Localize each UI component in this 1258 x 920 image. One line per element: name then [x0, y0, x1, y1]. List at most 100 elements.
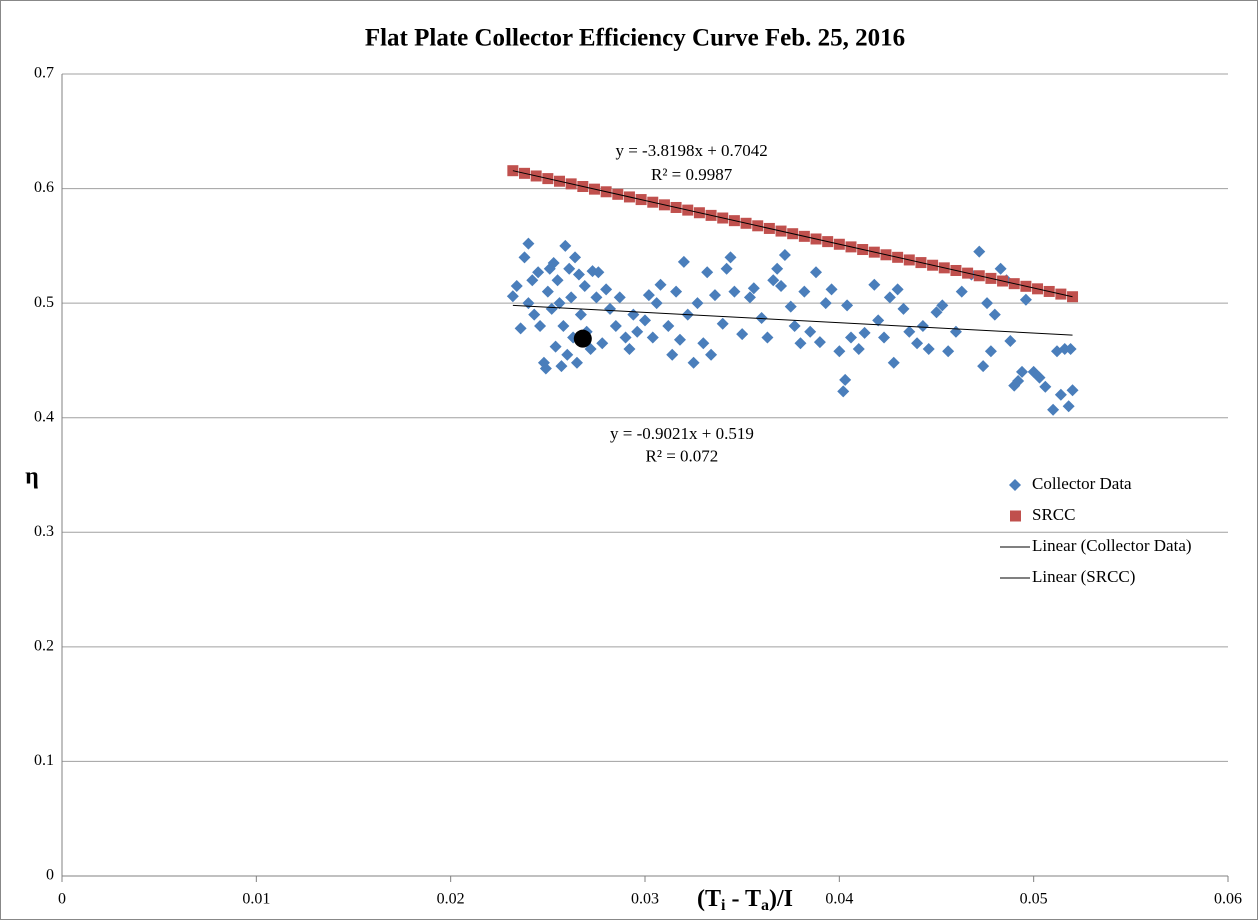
collector-point	[981, 297, 994, 310]
collector-point	[973, 245, 986, 258]
collector-point	[813, 336, 826, 349]
collector-point	[771, 262, 784, 275]
legend-swatch	[1010, 510, 1021, 522]
chart-title: Flat Plate Collector Efficiency Curve Fe…	[365, 25, 905, 52]
collector-point	[761, 331, 774, 344]
collector-point	[545, 302, 558, 315]
collector-point	[819, 297, 832, 310]
collector-point	[778, 249, 791, 262]
collector-point	[1033, 371, 1046, 384]
x-label-sub: i	[721, 897, 726, 914]
collector-point	[868, 278, 881, 291]
y-tick-label: 0.6	[34, 179, 54, 196]
collector-point	[609, 320, 622, 333]
collector-point	[720, 262, 733, 275]
collector-point	[833, 345, 846, 358]
trend-equation: y = -0.9021x + 0.519	[610, 424, 754, 443]
trend-equation: y = -3.8198x + 0.7042	[615, 141, 767, 160]
collector-point	[788, 320, 801, 333]
collector-point	[736, 328, 749, 341]
collector-point	[673, 333, 686, 346]
collector-point	[930, 306, 943, 319]
collector-point	[639, 314, 651, 327]
y-tick-label: 0.5	[34, 294, 54, 311]
collector-point	[1054, 388, 1067, 401]
collector-point	[677, 255, 690, 268]
collector-point	[755, 312, 768, 325]
collector-point	[804, 325, 817, 338]
x-tick-label: 0	[58, 891, 66, 908]
y-tick-label: 0.7	[34, 65, 54, 82]
trend-line	[512, 170, 1073, 298]
collector-point	[547, 257, 560, 270]
collector-point	[825, 283, 838, 296]
collector-point	[559, 239, 572, 252]
collector-point	[1062, 400, 1075, 413]
collector-point	[565, 291, 578, 304]
collector-point	[557, 320, 570, 333]
collector-point	[600, 283, 613, 296]
collector-point	[551, 274, 564, 287]
collector-point	[623, 342, 636, 355]
collector-point	[569, 251, 582, 264]
collector-point	[539, 362, 552, 375]
collector-point	[1066, 384, 1079, 397]
collector-point	[570, 356, 583, 369]
collector-point	[872, 314, 885, 327]
collector-point	[705, 348, 718, 361]
collector-point	[578, 279, 591, 292]
collector-point	[572, 268, 585, 281]
collector-point	[642, 289, 655, 302]
x-label-part: - T	[725, 886, 761, 912]
y-tick-label: 0.1	[34, 752, 54, 769]
y-tick-label: 0.3	[34, 523, 54, 540]
x-label-sub: a	[761, 897, 769, 914]
collector-point	[574, 308, 587, 321]
collector-point	[794, 337, 807, 350]
collector-point	[534, 320, 547, 333]
collector-point	[728, 285, 741, 298]
legend-swatch	[1009, 479, 1021, 491]
collector-point	[1016, 365, 1029, 378]
collector-point	[687, 356, 700, 369]
x-tick-label: 0.03	[631, 891, 659, 908]
collector-point	[887, 356, 900, 369]
collector-point	[662, 320, 675, 333]
collector-point	[1004, 334, 1017, 347]
collector-point	[897, 302, 910, 315]
collector-point	[1047, 403, 1060, 416]
collector-point	[798, 285, 811, 298]
trend-equation: R² = 0.072	[646, 447, 719, 466]
x-tick-label: 0.05	[1020, 891, 1048, 908]
collector-point	[650, 297, 663, 310]
collector-point	[747, 282, 760, 295]
y-axis-label: η	[25, 464, 39, 490]
collector-point	[810, 266, 823, 279]
collector-point	[936, 299, 949, 312]
collector-point	[526, 274, 539, 287]
collector-point	[1019, 293, 1032, 306]
collector-point	[701, 266, 714, 279]
collector-point	[613, 291, 626, 304]
collector-point	[596, 337, 609, 350]
collector-point	[691, 297, 704, 310]
collector-point	[911, 337, 924, 350]
collector-point	[852, 342, 865, 355]
legend-label: SRCC	[1032, 505, 1075, 524]
collector-point	[844, 331, 857, 344]
collector-point	[837, 385, 850, 398]
collector-point	[518, 251, 531, 264]
y-tick-label: 0.2	[34, 638, 54, 655]
collector-point	[716, 317, 729, 330]
collector-point	[555, 360, 568, 373]
collector-point	[506, 290, 519, 303]
collector-point	[784, 300, 797, 313]
collector-point	[654, 278, 667, 291]
collector-point	[522, 237, 535, 250]
x-label-part: )/I	[769, 886, 793, 912]
collector-point	[553, 297, 566, 310]
collector-point	[858, 326, 871, 339]
collector-point	[994, 262, 1007, 275]
x-tick-label: 0.06	[1214, 891, 1242, 908]
